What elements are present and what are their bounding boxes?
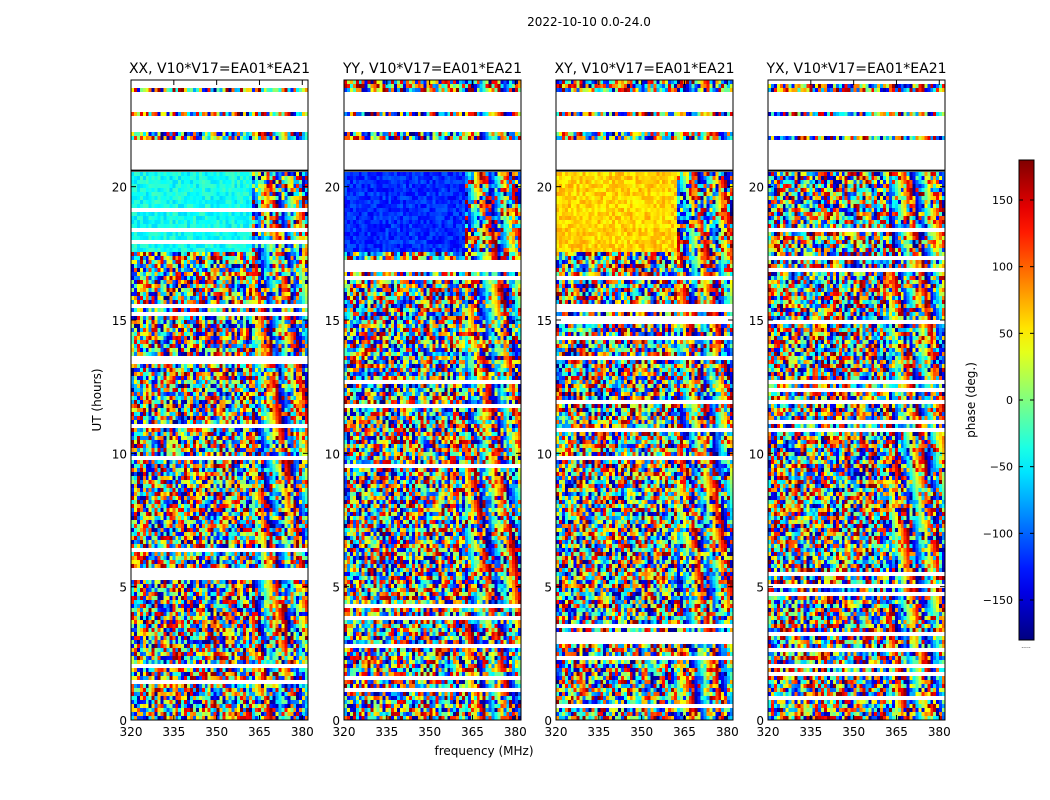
y-tick-label: 10 xyxy=(112,447,127,461)
x-tick-label: 320 xyxy=(120,725,143,739)
x-tick-label: 380 xyxy=(504,725,527,739)
colorbar-label: phase (deg.) xyxy=(964,362,978,438)
x-tick-label: 335 xyxy=(587,725,610,739)
x-tick-label: 365 xyxy=(885,725,908,739)
chart-suptitle: 2022-10-10 0.0-24.0 xyxy=(527,15,651,29)
x-tick-label: 320 xyxy=(757,725,780,739)
panels: XX, V10*V17=EA01*EA21 320 335 350 365 380 0 5 10… xyxy=(112,61,951,739)
y-tick-label: 5 xyxy=(119,581,127,595)
phase-waterfall xyxy=(344,80,521,720)
panel-title: YY, V10*V17=EA01*EA21 xyxy=(342,61,522,77)
y-tick-label: 20 xyxy=(112,181,127,195)
x-tick-label: 350 xyxy=(418,725,441,739)
panel-2: XY, V10*V17=EA01*EA21 320 335 350 365 380 0 5 10… xyxy=(537,61,739,739)
panel-0: XX, V10*V17=EA01*EA21 320 335 350 365 380 0 5 10… xyxy=(112,61,314,739)
panel-title: XY, V10*V17=EA01*EA21 xyxy=(554,61,734,77)
x-tick-label: 320 xyxy=(333,725,356,739)
colorbar: 150 100 50 0 −50 −100 −150 xyxy=(983,159,1035,641)
y-tick-label: 10 xyxy=(325,447,340,461)
panel-title: YX, V10*V17=EA01*EA21 xyxy=(765,61,946,77)
x-tick-label: 350 xyxy=(842,725,865,739)
colorbar-tick-label: −100 xyxy=(983,527,1013,540)
x-tick-label: 380 xyxy=(716,725,739,739)
y-tick-label: 5 xyxy=(756,581,764,595)
x-tick-label: 335 xyxy=(799,725,822,739)
x-tick-label: 320 xyxy=(545,725,568,739)
x-tick-label: 350 xyxy=(630,725,653,739)
x-tick-label: 380 xyxy=(928,725,951,739)
x-tick-label: 365 xyxy=(673,725,696,739)
y-tick-label: 0 xyxy=(332,714,340,728)
x-tick-label: 350 xyxy=(205,725,228,739)
x-tick-label: 365 xyxy=(461,725,484,739)
x-axis-label: frequency (MHz) xyxy=(434,744,533,758)
y-tick-label: 0 xyxy=(756,714,764,728)
y-tick-label: 5 xyxy=(544,581,552,595)
x-tick-label: 380 xyxy=(291,725,314,739)
x-tick-label: 335 xyxy=(375,725,398,739)
colorbar-tick-label: −50 xyxy=(990,461,1013,474)
y-tick-label: 0 xyxy=(544,714,552,728)
y-tick-label: 15 xyxy=(537,314,552,328)
y-tick-label: 0 xyxy=(119,714,127,728)
panel-frame xyxy=(343,79,522,721)
panel-frame xyxy=(130,79,309,721)
y-tick-label: 10 xyxy=(537,447,552,461)
colorbar-tick-label: −150 xyxy=(983,594,1013,607)
x-tick-label: 365 xyxy=(248,725,271,739)
panel-frame xyxy=(767,79,946,721)
x-tick-label: 335 xyxy=(162,725,185,739)
panel-title: XX, V10*V17=EA01*EA21 xyxy=(129,61,310,77)
phase-waterfall xyxy=(131,80,308,720)
y-tick-label: 20 xyxy=(325,181,340,195)
colorbar-tick-label: 150 xyxy=(992,194,1013,207)
phase-waterfall xyxy=(768,80,945,720)
y-tick-label: 20 xyxy=(537,181,552,195)
colorbar-footnote: ..... xyxy=(1021,643,1031,650)
y-tick-label: 15 xyxy=(112,314,127,328)
colorbar-tick-label: 100 xyxy=(992,261,1013,274)
panel-frame xyxy=(555,79,734,721)
panel-1: YY, V10*V17=EA01*EA21 320 335 350 365 380 0 5 10… xyxy=(325,61,527,739)
panel-3: YX, V10*V17=EA01*EA21 320 335 350 365 380 0 5 10… xyxy=(749,61,951,739)
colorbar-tick-label: 50 xyxy=(999,327,1013,340)
y-tick-label: 15 xyxy=(325,314,340,328)
colorbar-tick-label: 0 xyxy=(1006,394,1013,407)
y-tick-label: 5 xyxy=(332,581,340,595)
y-tick-label: 20 xyxy=(749,181,764,195)
y-axis-label: UT (hours) xyxy=(90,368,104,431)
y-tick-label: 15 xyxy=(749,314,764,328)
y-tick-label: 10 xyxy=(749,447,764,461)
phase-waterfall xyxy=(556,80,733,720)
